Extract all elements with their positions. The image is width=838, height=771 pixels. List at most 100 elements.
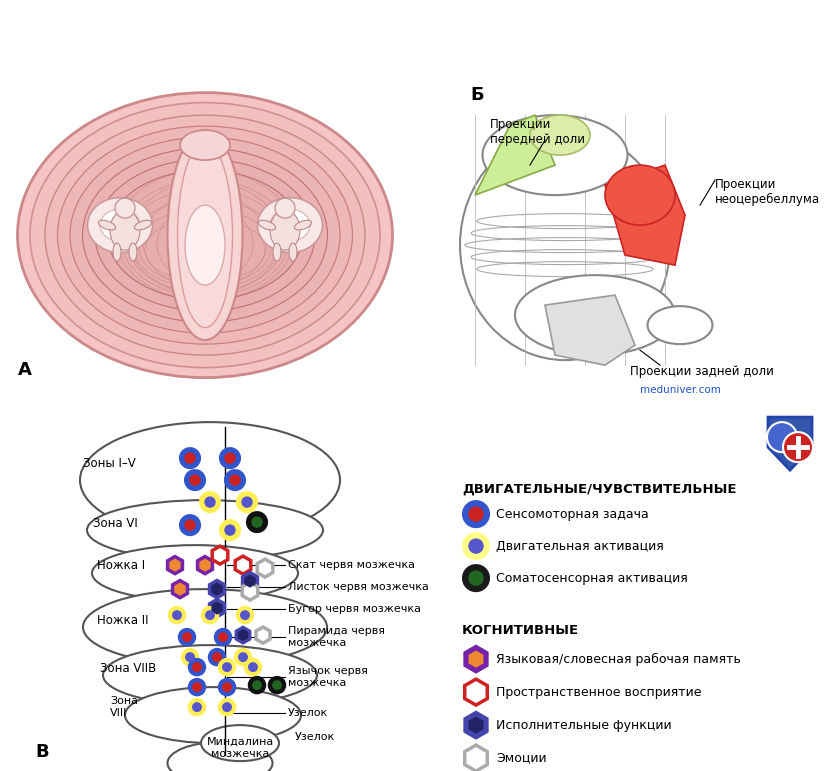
Circle shape — [189, 679, 205, 695]
Polygon shape — [212, 546, 228, 564]
Circle shape — [205, 497, 215, 507]
Ellipse shape — [294, 221, 312, 230]
Circle shape — [269, 677, 285, 693]
Text: Мозжечок: Мозжечок — [311, 8, 527, 42]
Circle shape — [783, 432, 813, 462]
Text: Узелок: Узелок — [288, 708, 328, 718]
Ellipse shape — [289, 243, 297, 261]
Circle shape — [193, 683, 201, 692]
Circle shape — [213, 653, 221, 662]
Polygon shape — [242, 572, 258, 590]
Ellipse shape — [113, 243, 121, 261]
Circle shape — [223, 683, 231, 692]
Circle shape — [186, 653, 194, 662]
Polygon shape — [465, 679, 487, 705]
Ellipse shape — [605, 165, 675, 225]
Polygon shape — [256, 627, 270, 643]
Ellipse shape — [82, 148, 328, 322]
Circle shape — [235, 649, 251, 665]
Circle shape — [247, 512, 267, 532]
Ellipse shape — [30, 103, 380, 368]
Ellipse shape — [45, 115, 365, 355]
Text: Узелок: Узелок — [295, 732, 335, 742]
Circle shape — [230, 475, 240, 485]
Text: Зона
VIII: Зона VIII — [110, 696, 138, 718]
Circle shape — [223, 663, 231, 672]
Ellipse shape — [95, 159, 315, 311]
Circle shape — [189, 659, 205, 675]
Polygon shape — [465, 745, 487, 771]
Circle shape — [469, 539, 483, 553]
Circle shape — [275, 198, 295, 218]
Text: Двигательная активация: Двигательная активация — [496, 540, 664, 553]
Circle shape — [185, 470, 205, 490]
Ellipse shape — [270, 209, 310, 241]
Circle shape — [220, 520, 240, 540]
Circle shape — [463, 565, 489, 591]
Polygon shape — [768, 417, 812, 470]
Ellipse shape — [110, 210, 140, 250]
Ellipse shape — [258, 221, 276, 230]
Circle shape — [189, 699, 205, 715]
Circle shape — [219, 679, 235, 695]
Text: Ножка I: Ножка I — [97, 559, 145, 571]
Circle shape — [223, 703, 231, 712]
Circle shape — [767, 422, 797, 452]
Polygon shape — [168, 556, 183, 574]
Polygon shape — [465, 646, 487, 672]
Polygon shape — [176, 584, 184, 594]
Ellipse shape — [125, 687, 301, 743]
Polygon shape — [172, 580, 188, 598]
Text: Эмоции: Эмоции — [496, 752, 546, 765]
Polygon shape — [470, 652, 482, 666]
Circle shape — [219, 633, 227, 641]
Text: В: В — [35, 743, 49, 761]
Circle shape — [237, 492, 257, 512]
Circle shape — [115, 198, 135, 218]
Ellipse shape — [515, 275, 675, 355]
Circle shape — [185, 453, 195, 463]
Text: Ножка II: Ножка II — [97, 614, 148, 627]
Ellipse shape — [87, 197, 153, 253]
Circle shape — [193, 703, 201, 712]
Ellipse shape — [80, 422, 340, 538]
Circle shape — [180, 515, 200, 535]
Text: Зона VI: Зона VI — [93, 517, 137, 530]
Text: А: А — [18, 361, 32, 379]
Polygon shape — [545, 295, 635, 365]
Text: Бугор червя мозжечка: Бугор червя мозжечка — [288, 604, 421, 614]
Ellipse shape — [180, 130, 230, 160]
Circle shape — [469, 571, 483, 585]
Text: Зона VIIB: Зона VIIB — [100, 662, 156, 675]
Circle shape — [249, 677, 265, 693]
Circle shape — [463, 533, 489, 559]
Circle shape — [225, 470, 245, 490]
Ellipse shape — [92, 545, 298, 601]
Ellipse shape — [201, 725, 279, 761]
Circle shape — [245, 659, 261, 675]
Circle shape — [185, 520, 195, 530]
Ellipse shape — [134, 221, 152, 230]
Circle shape — [237, 607, 253, 623]
Polygon shape — [213, 584, 221, 594]
Ellipse shape — [107, 170, 303, 300]
Ellipse shape — [103, 645, 317, 705]
Text: Скат червя мозжечка: Скат червя мозжечка — [288, 560, 415, 570]
Text: Проекции задней доли: Проекции задней доли — [630, 365, 773, 378]
Circle shape — [249, 663, 257, 672]
Circle shape — [239, 653, 247, 662]
Ellipse shape — [70, 137, 340, 333]
Text: Зоны I–V: Зоны I–V — [83, 456, 136, 470]
Text: Соматосенсорная активация: Соматосенсорная активация — [496, 571, 688, 584]
Text: Миндалина
мозжечка: Миндалина мозжечка — [206, 737, 274, 759]
Circle shape — [241, 611, 249, 619]
Polygon shape — [465, 712, 487, 738]
Circle shape — [215, 629, 231, 645]
Text: КОГНИТИВНЫЕ: КОГНИТИВНЫЕ — [462, 624, 579, 637]
Circle shape — [193, 663, 201, 672]
Text: ДВИГАТЕЛЬНЫЕ/ЧУВСТВИТЕЛЬНЫЕ: ДВИГАТЕЛЬНЫЕ/ЧУВСТВИТЕЛЬНЫЕ — [462, 482, 737, 495]
Circle shape — [463, 501, 489, 527]
Text: Сенсомоторная задача: Сенсомоторная задача — [496, 507, 649, 520]
Ellipse shape — [129, 243, 137, 261]
Polygon shape — [246, 576, 254, 586]
